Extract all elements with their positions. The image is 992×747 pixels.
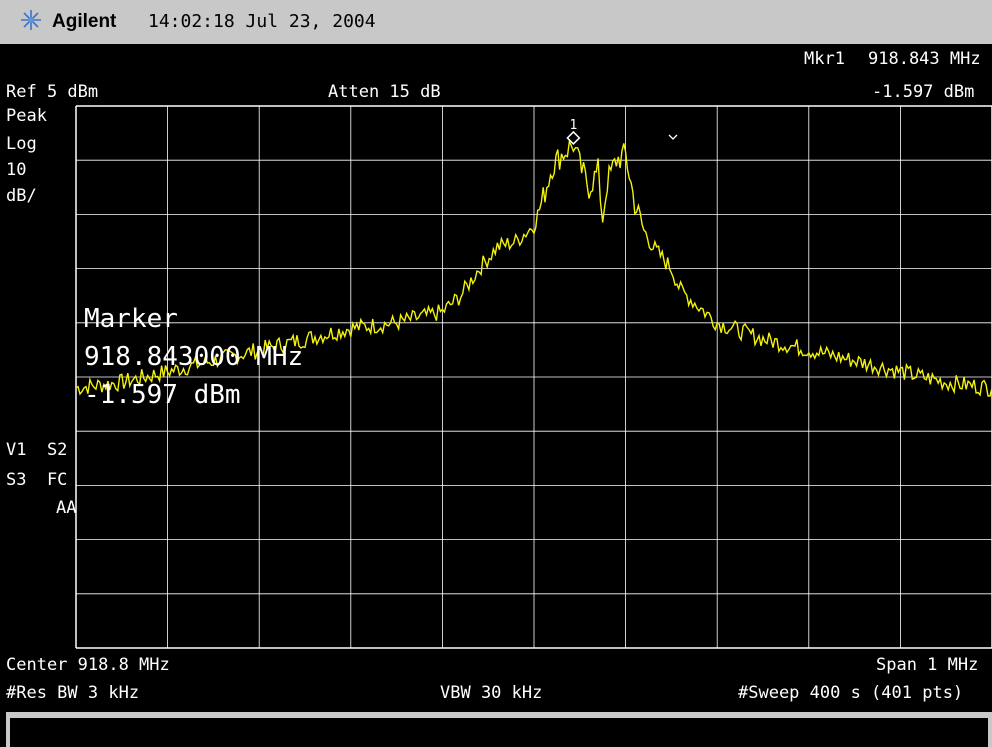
signal-track-icon [668, 134, 678, 140]
title-bar: Agilent 14:02:18 Jul 23, 2004 [0, 0, 992, 44]
marker-number: 1 [569, 118, 577, 133]
center-frequency: Center 918.8 MHz [6, 655, 170, 675]
spectrum-trace [75, 138, 992, 397]
status-flags-1: V1 S2 [6, 440, 68, 460]
reference-level: Ref 5 dBm [6, 82, 99, 102]
detector-mode: Peak [6, 106, 47, 126]
scale-unit: dB/ [6, 186, 37, 206]
marker-1: 1 [566, 118, 581, 146]
message-bar [6, 712, 992, 747]
brand-name: Agilent [52, 11, 117, 32]
video-bandwidth: VBW 30 kHz [440, 683, 543, 703]
agilent-spark-logo [21, 10, 41, 30]
span: Span 1 MHz [876, 655, 979, 675]
attenuation: Atten 15 dB [328, 82, 441, 102]
marker-diamond-icon [566, 130, 581, 146]
marker-readout-label: Mkr1 [804, 49, 845, 69]
marker-overlay-amplitude: -1.597 dBm [84, 380, 241, 410]
status-flags-3: AA [56, 498, 77, 518]
status-flags-2: S3 FC [6, 470, 68, 490]
scale-type: Log [6, 134, 37, 154]
marker-overlay-label: Marker [84, 304, 178, 334]
marker-readout-frequency: 918.843 MHz [868, 49, 981, 69]
timestamp: 14:02:18 Jul 23, 2004 [148, 11, 376, 32]
scale-value: 10 [6, 160, 27, 180]
graticule [75, 105, 992, 649]
message-area [10, 718, 988, 747]
resolution-bandwidth: #Res BW 3 kHz [6, 683, 140, 703]
marker-overlay-frequency: 918.843000 MHz [84, 342, 304, 372]
sweep-time: #Sweep 400 s (401 pts) [738, 683, 964, 703]
marker-readout-amplitude: -1.597 dBm [872, 82, 975, 102]
